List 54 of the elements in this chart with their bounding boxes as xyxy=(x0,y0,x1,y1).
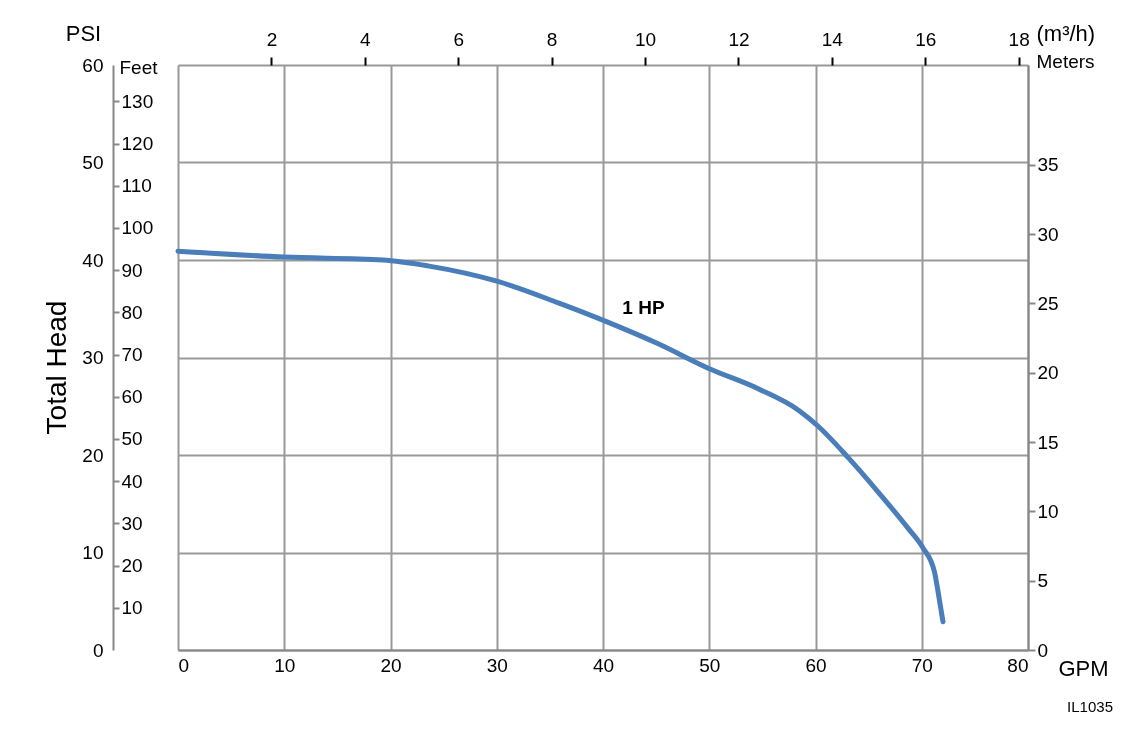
y3-tick-label: 30 xyxy=(121,512,143,534)
y3-tick-label: 130 xyxy=(121,90,154,112)
y2-tick-label: 20 xyxy=(1037,362,1059,384)
y3-tick-label: 80 xyxy=(121,301,143,323)
x2-tick-label: 12 xyxy=(728,28,750,50)
x2-tick-label: 10 xyxy=(634,28,657,50)
x2-tick-label: 6 xyxy=(453,28,465,50)
y3-tick-label: 90 xyxy=(121,259,143,281)
y2-tick-label: 0 xyxy=(1037,639,1049,661)
x-tick-label: 50 xyxy=(699,654,721,676)
y2-tick-label: 10 xyxy=(1037,500,1059,522)
x-tick-label: 20 xyxy=(380,654,402,676)
y3-tick-label: 50 xyxy=(121,428,143,450)
x-tick-label: 70 xyxy=(911,654,933,676)
x-axis-title: GPM xyxy=(1058,655,1109,681)
x2-tick-label: 14 xyxy=(821,28,844,50)
y-tick-label: 50 xyxy=(82,152,104,173)
text: Total Head xyxy=(41,300,72,435)
y2-tick-label: 35 xyxy=(1037,154,1059,176)
x2-axis-title: (m³/h) xyxy=(1036,20,1096,46)
y3-axis-title: Feet xyxy=(119,56,159,78)
x2-tick-label: 8 xyxy=(546,28,558,50)
y3-tick-label: 110 xyxy=(121,175,152,197)
x2-tick-label: 4 xyxy=(360,28,372,50)
y-tick-label: 40 xyxy=(82,249,104,271)
x-tick-label: 40 xyxy=(592,654,615,676)
x-tick-label: 0 xyxy=(178,654,190,676)
y2-tick-label: 30 xyxy=(1037,223,1059,245)
y3-tick-label: 100 xyxy=(121,217,154,239)
y2-tick-label: 5 xyxy=(1037,570,1049,592)
x-tick-label: 30 xyxy=(486,654,508,676)
x2-tick-label: 2 xyxy=(266,28,278,50)
x-tick-label: 80 xyxy=(1007,654,1029,676)
y-tick-label: 30 xyxy=(82,347,104,368)
y3-tick-label: 40 xyxy=(121,470,143,492)
x2-tick-label: 16 xyxy=(915,28,937,50)
text: IL1035 xyxy=(1067,698,1113,715)
y-tick-label: 0 xyxy=(92,639,104,661)
y-tick-label: 10 xyxy=(82,542,104,563)
y2-tick-label: 15 xyxy=(1037,431,1059,453)
y-tick-label: 20 xyxy=(82,444,104,466)
x-tick-label: 10 xyxy=(274,654,296,676)
y3-tick-label: 60 xyxy=(121,386,143,408)
x2-tick-label: 18 xyxy=(1008,28,1030,50)
y-axis-title: PSI xyxy=(65,20,102,46)
y2-tick-label: 25 xyxy=(1037,292,1059,314)
y3-tick-label: 120 xyxy=(121,133,154,155)
y3-tick-label: 10 xyxy=(121,597,143,619)
y-tick-label: 60 xyxy=(82,54,104,76)
y3-tick-label: 20 xyxy=(121,555,143,577)
y2-axis-title: Meters xyxy=(1036,50,1095,72)
series-label: 1 HP xyxy=(622,297,665,319)
y3-tick-label: 70 xyxy=(121,344,143,366)
x-tick-label: 60 xyxy=(805,654,827,676)
